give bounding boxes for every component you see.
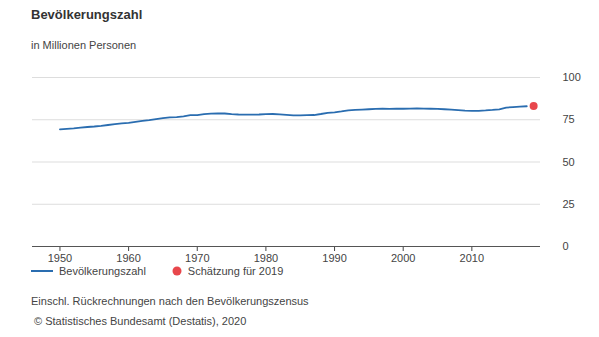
- svg-text:1970: 1970: [185, 252, 209, 264]
- html-text:© Statistisches Bundesamt (Des: © Statistisches Bundesamt (Destatis), 20…: [34, 315, 247, 327]
- svg-text:2000: 2000: [391, 252, 415, 264]
- html-text:Bevölkerungszahl: Bevölkerungszahl: [59, 265, 146, 277]
- svg-text:0: 0: [563, 240, 569, 252]
- svg-text:25: 25: [563, 198, 575, 210]
- svg-text:2010: 2010: [460, 252, 484, 264]
- svg-text:50: 50: [563, 156, 575, 168]
- svg-text:1960: 1960: [116, 252, 140, 264]
- svg-text:75: 75: [563, 113, 575, 125]
- svg-text:1990: 1990: [322, 252, 346, 264]
- html-text:Einschl. Rückrechnungen nach d: Einschl. Rückrechnungen nach den Bevölke…: [31, 295, 309, 307]
- svg-text:1950: 1950: [48, 252, 72, 264]
- html-text:Schätzung für 2019: Schätzung für 2019: [187, 265, 284, 277]
- svg-text:100: 100: [563, 71, 581, 83]
- html-text:in Millionen Personen: in Millionen Personen: [31, 39, 137, 51]
- html-text:Bevölkerungszahl: Bevölkerungszahl: [31, 7, 143, 22]
- svg-text:1980: 1980: [254, 252, 278, 264]
